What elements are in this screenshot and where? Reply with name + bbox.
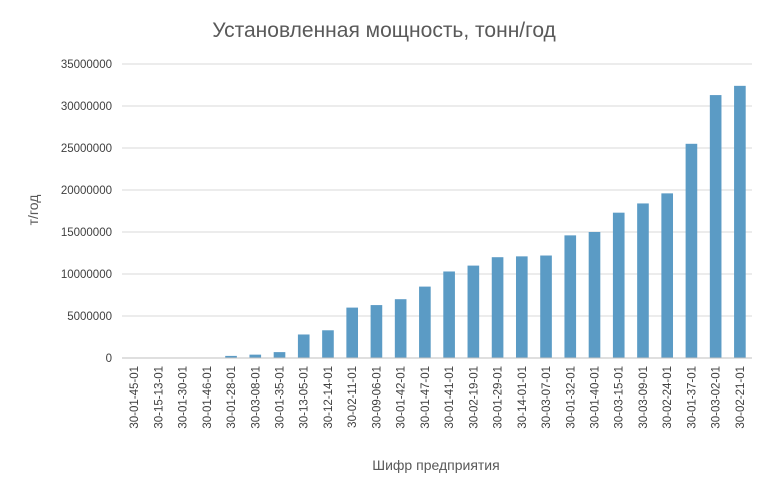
x-tick-label: 30-02-19-01 — [468, 366, 480, 429]
bar-30-01-40-01 — [588, 232, 601, 358]
bar-30-02-11-01 — [346, 307, 359, 358]
x-tick-label: 30-01-35-01 — [275, 366, 287, 429]
bar-30-01-29-01 — [491, 257, 504, 358]
x-tick-label: 30-15-13-01 — [153, 366, 165, 429]
x-tick-label: 30-13-05-01 — [299, 366, 311, 429]
bar-30-01-37-01 — [685, 143, 698, 358]
y-tick-label: 30000000 — [61, 101, 112, 113]
bar-30-02-24-01 — [661, 193, 674, 358]
bar-30-03-15-01 — [612, 212, 625, 358]
bar-30-03-02-01 — [709, 95, 722, 358]
x-tick-label: 30-01-29-01 — [493, 366, 505, 429]
x-tick-label: 30-01-47-01 — [420, 366, 432, 429]
y-axis-title: т/год — [25, 195, 41, 226]
y-tick-label: 20000000 — [61, 185, 112, 197]
x-tick-label: 30-01-32-01 — [565, 366, 577, 429]
x-tick-label: 30-03-02-01 — [711, 366, 723, 429]
x-tick-label: 30-03-15-01 — [614, 366, 626, 429]
chart-title: Установленная мощность, тонн/год — [212, 19, 556, 42]
bar-30-13-05-01 — [297, 334, 310, 358]
bar-30-01-42-01 — [394, 299, 407, 358]
x-tick-label: 30-09-06-01 — [371, 366, 383, 429]
y-tick-label: 0 — [106, 353, 112, 365]
x-tick-label: 30-01-41-01 — [444, 366, 456, 429]
x-tick-label: 30-03-08-01 — [250, 366, 262, 429]
y-tick-label: 25000000 — [61, 143, 112, 155]
x-tick-label: 30-14-01-01 — [517, 366, 529, 429]
x-tick-label: 30-01-28-01 — [226, 366, 238, 429]
x-tick-label: 30-12-14-01 — [323, 366, 335, 429]
bar-30-03-08-01 — [249, 354, 262, 358]
x-tick-label: 30-03-09-01 — [638, 366, 650, 429]
x-tick-label: 30-01-46-01 — [202, 366, 214, 429]
bar-30-01-41-01 — [443, 271, 455, 358]
bar-30-09-06-01 — [370, 305, 383, 358]
x-tick-label: 30-01-45-01 — [129, 366, 141, 429]
bar-30-01-35-01 — [273, 352, 286, 358]
bar-30-03-07-01 — [540, 255, 552, 358]
y-tick-label: 5000000 — [67, 311, 112, 323]
x-tick-label: 30-01-37-01 — [686, 366, 698, 429]
bar-30-01-28-01 — [225, 355, 237, 358]
y-tick-label: 35000000 — [61, 59, 112, 71]
x-tick-label: 30-01-40-01 — [590, 366, 602, 429]
bar-30-01-47-01 — [419, 286, 431, 358]
y-tick-label: 10000000 — [61, 269, 112, 281]
x-tick-label: 30-02-21-01 — [735, 366, 747, 429]
x-axis-title: Шифр предприятия — [372, 457, 499, 473]
bar-30-02-21-01 — [734, 85, 746, 358]
x-axis-ticks: 30-01-45-01 30-15-13-01 30-01-30-01 30-01-4… — [129, 366, 747, 429]
x-tick-label: 30-02-11-01 — [347, 366, 359, 428]
x-tick-label: 30-01-42-01 — [396, 366, 408, 429]
x-tick-label: 30-02-24-01 — [662, 366, 674, 429]
bars — [128, 85, 746, 358]
bar-30-02-19-01 — [467, 265, 480, 358]
y-tick-label: 15000000 — [61, 227, 112, 239]
bar-30-01-32-01 — [564, 235, 577, 358]
x-tick-label: 30-01-30-01 — [178, 366, 190, 429]
bar-30-12-14-01 — [322, 330, 334, 358]
x-tick-label: 30-03-07-01 — [541, 366, 553, 429]
bar-30-14-01-01 — [515, 256, 528, 358]
grid-lines — [122, 63, 752, 317]
bar-30-03-09-01 — [637, 203, 649, 358]
y-axis-ticks: 0 5000000 10000000 15000000 20000000 25000000… — [61, 59, 112, 365]
